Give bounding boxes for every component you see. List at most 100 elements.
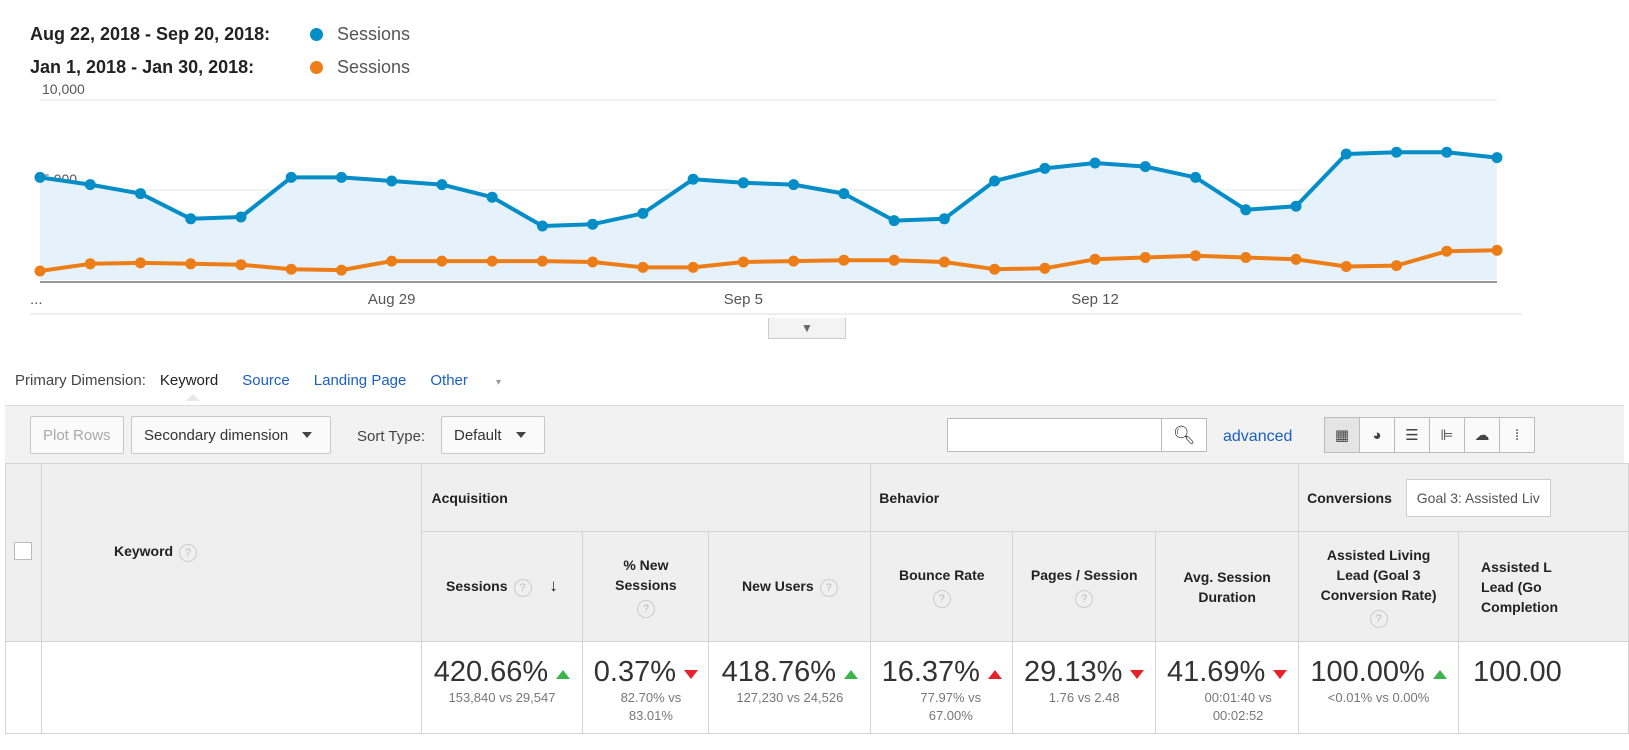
dimension-keyword[interactable]: Keyword — [159, 372, 219, 401]
data-point — [637, 261, 649, 273]
help-icon[interactable]: ? — [932, 589, 951, 608]
data-point — [838, 188, 850, 200]
sessions-column-header[interactable]: Sessions? ↓ — [420, 531, 584, 642]
pages-session-total-cell: 29.13% 1.76 vs 2.48 — [1012, 641, 1157, 734]
data-point — [285, 263, 297, 275]
data-point — [386, 255, 398, 267]
data-point — [888, 254, 900, 266]
avg-session-duration-header-label: Avg. Session Duration — [1183, 568, 1271, 605]
data-point — [1240, 204, 1252, 216]
secondary-dimension-select[interactable]: Secondary dimension — [131, 416, 331, 454]
bounce-rate-compare: 77.97% vs 67.00% — [920, 690, 982, 723]
sort-type-select[interactable]: Default — [441, 416, 545, 454]
pages-session-compare: 1.76 vs 2.48 — [1048, 690, 1120, 705]
caret-down-icon — [515, 432, 526, 438]
y-tick-label: 10,000 — [42, 81, 85, 97]
data-point — [838, 254, 850, 266]
avg-session-duration-compare: 00:01:40 vs 00:02:52 — [1204, 690, 1272, 723]
series-line-current — [39, 150, 1498, 228]
goal-select[interactable]: Goal 3: Assisted Liv — [1405, 478, 1551, 517]
performance-view-icon[interactable]: ☰ — [1394, 417, 1430, 453]
data-point — [486, 191, 498, 203]
new-sessions-column-header[interactable]: % New Sessions ? — [582, 531, 710, 642]
behavior-group-header: Behavior — [870, 463, 1300, 532]
plot-rows-button[interactable]: Plot Rows — [30, 416, 124, 454]
data-point — [788, 179, 800, 191]
bounce-rate-column-header[interactable]: Bounce Rate ? — [870, 531, 1014, 642]
advanced-filter-link[interactable]: advanced — [1223, 428, 1293, 445]
data-point — [486, 255, 498, 267]
dimension-landing-page[interactable]: Landing Page — [313, 372, 407, 389]
goal3-conversion-rate-column-header[interactable]: Assisted Living Lead (Goal 3 Conversion … — [1298, 531, 1460, 642]
data-point — [185, 213, 197, 225]
data-point — [888, 215, 900, 227]
goal3-completions-total-cell: 100.00 — [1458, 641, 1629, 734]
data-point — [737, 177, 749, 189]
goal3-conversion-rate-header-label: Assisted Living Lead (Goal 3 Conversion … — [1320, 547, 1437, 604]
secondary-dimension-label: Secondary dimension — [144, 426, 289, 444]
bounce-rate-total-cell: 16.37% 77.97% vs 67.00% — [870, 641, 1014, 734]
dimension-source[interactable]: Source — [242, 372, 290, 389]
series-area-fill — [40, 152, 1497, 280]
data-point — [1039, 162, 1051, 174]
collapse-chart-button[interactable]: ▼ — [768, 318, 846, 339]
data-point — [1491, 244, 1503, 256]
sort-desc-icon[interactable]: ↓ — [549, 576, 558, 596]
legend-dot-previous[interactable] — [310, 61, 323, 74]
down-arrow-icon — [987, 669, 1002, 679]
dimension-other[interactable]: Other ▾ — [430, 372, 525, 389]
legend-row-previous: Jan 1, 2018 - Jan 30, 2018: Sessions — [30, 51, 410, 84]
data-point — [134, 188, 146, 200]
search-icon[interactable]: 🔍︎ — [1161, 419, 1206, 451]
goal3-conversion-rate-total-cell: 100.00% <0.01% vs 0.00% — [1298, 641, 1460, 734]
data-point — [1290, 253, 1302, 265]
table-view-icon[interactable]: ▦ — [1324, 417, 1360, 453]
goal3-completions-column-header[interactable]: Assisted L Lead (Go Completion — [1458, 531, 1629, 642]
help-icon[interactable]: ? — [636, 599, 655, 618]
data-point — [1139, 252, 1151, 263]
help-icon[interactable]: ? — [1075, 589, 1094, 608]
data-point — [235, 211, 247, 223]
data-point — [1491, 152, 1503, 164]
data-point — [637, 207, 649, 219]
bounce-rate-change: 16.37% — [881, 656, 980, 688]
data-point — [235, 259, 247, 271]
help-icon[interactable]: ? — [513, 578, 532, 597]
avg-session-duration-column-header[interactable]: Avg. Session Duration — [1155, 531, 1300, 642]
data-point — [687, 261, 699, 273]
select-all-checkbox[interactable] — [14, 542, 33, 560]
data-point — [386, 175, 398, 187]
view-switcher: ▦ ◕ ☰ ⊫ ☁ ⦙ — [1324, 417, 1535, 453]
dimension-other-label: Other — [430, 372, 468, 389]
help-icon[interactable]: ? — [819, 578, 838, 597]
keyword-column-header[interactable]: Keyword? — [40, 463, 422, 642]
search-input[interactable] — [952, 419, 1156, 451]
comparison-view-icon[interactable]: ⊫ — [1429, 417, 1465, 453]
help-icon[interactable]: ? — [179, 543, 198, 562]
pivot-view-icon[interactable]: ⦙ — [1499, 417, 1535, 453]
pages-session-column-header[interactable]: Pages / Session ? — [1012, 531, 1157, 642]
new-users-column-header[interactable]: New Users? — [708, 531, 872, 642]
goal3-completions-header-label: Assisted L Lead (Go Completion — [1481, 558, 1559, 615]
sort-type-value: Default — [454, 426, 502, 444]
sort-type-label: Sort Type: — [357, 428, 426, 445]
data-point — [1441, 146, 1453, 158]
table-search: 🔍︎ — [947, 418, 1207, 452]
new-users-total-cell: 418.76% 127,230 vs 24,526 — [708, 641, 872, 734]
legend-range-current: Aug 22, 2018 - Sep 20, 2018: — [30, 24, 271, 44]
term-cloud-icon[interactable]: ☁ — [1464, 417, 1500, 453]
data-point — [84, 179, 96, 191]
data-point — [436, 255, 448, 267]
legend-series-previous: Sessions — [337, 57, 411, 77]
up-arrow-icon — [844, 669, 859, 679]
new-users-change: 418.76% — [721, 656, 837, 688]
avg-session-duration-change: 41.69% — [1166, 656, 1266, 688]
legend-dot-current[interactable] — [310, 28, 323, 41]
data-point — [788, 255, 800, 267]
data-point — [1089, 157, 1101, 169]
pie-view-icon[interactable]: ◕ — [1359, 417, 1395, 453]
data-point — [587, 218, 599, 230]
help-icon[interactable]: ? — [1369, 609, 1388, 628]
goal3-completions-change: 100.00 — [1473, 656, 1562, 688]
